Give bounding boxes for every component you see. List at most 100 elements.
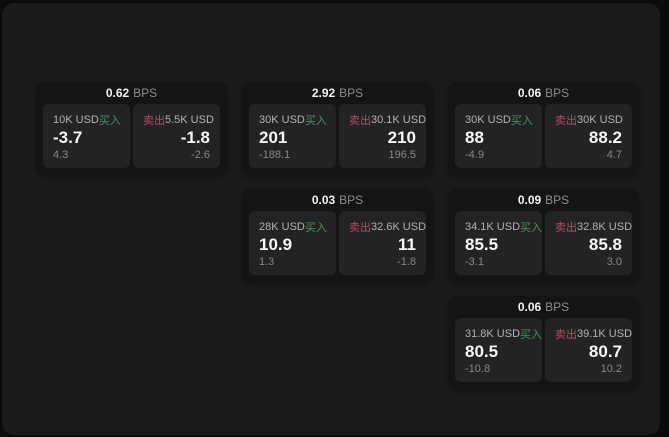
quotes-container: 0.62 BPS 10K USD 买入 -3.7 4.3 卖出 5.5K USD… (2, 3, 660, 435)
sell-panel[interactable]: 卖出 30K USD 88.2 4.7 (545, 104, 632, 168)
sell-side-label: 卖出 (349, 222, 371, 234)
sell-delta: 4.7 (606, 149, 622, 161)
card-header: 0.09 BPS (448, 189, 639, 211)
sell-delta: 3.0 (606, 256, 622, 268)
buy-price: 85.5 (465, 235, 499, 255)
quote-card: 2.92 BPS 30K USD 买入 201 -188.1 卖出 30.1K … (242, 82, 433, 175)
buy-amount: 10K USD (53, 114, 99, 126)
sell-panel-header: 卖出 30.1K USD (349, 112, 426, 128)
sell-panel-header: 卖出 32.6K USD (349, 219, 426, 235)
sell-delta: -2.6 (191, 149, 210, 161)
buy-amount: 28K USD (259, 221, 305, 233)
sell-amount: 32.6K USD (371, 221, 427, 233)
bps-value: 0.09 (517, 193, 542, 207)
sell-panel[interactable]: 卖出 32.6K USD 11 -1.8 (339, 211, 426, 275)
sell-side-label: 卖出 (349, 115, 371, 127)
sell-price: -1.8 (180, 128, 210, 148)
sell-price: 80.7 (588, 342, 622, 362)
quote-card: 0.03 BPS 28K USD 买入 10.9 1.3 卖出 32.6K US… (242, 189, 433, 282)
card-header: 0.62 BPS (36, 82, 227, 104)
buy-panel[interactable]: 31.8K USD 买入 80.5 -10.8 (455, 318, 542, 382)
sell-panel[interactable]: 卖出 30.1K USD 210 196.5 (339, 104, 426, 168)
buy-price: 10.9 (259, 235, 293, 255)
buy-delta: 1.3 (259, 256, 275, 268)
sell-price: 88.2 (588, 128, 622, 148)
buy-panel-header: 31.8K USD 买入 (465, 326, 542, 342)
sell-panel-header: 卖出 32.8K USD (555, 219, 632, 235)
bps-value: 0.06 (517, 300, 542, 314)
bps-unit-label: BPS (545, 86, 570, 100)
sell-amount: 30.1K USD (371, 114, 427, 126)
bps-value: 0.62 (105, 86, 130, 100)
buy-panel[interactable]: 30K USD 买入 88 -4.9 (455, 104, 542, 168)
buy-side-label: 买入 (520, 222, 543, 234)
buy-delta: -4.9 (465, 149, 484, 161)
buy-sell-panels: 10K USD 买入 -3.7 4.3 卖出 5.5K USD -1.8 -2.… (36, 104, 227, 175)
buy-panel-header: 28K USD 买入 (259, 219, 327, 235)
bps-unit-label: BPS (545, 300, 570, 314)
buy-amount: 30K USD (259, 114, 305, 126)
buy-side-label: 买入 (98, 115, 121, 127)
bps-value: 0.03 (311, 193, 336, 207)
buy-side-label: 买入 (304, 115, 327, 127)
buy-panel-header: 10K USD 买入 (53, 112, 121, 128)
buy-delta: -3.1 (465, 256, 484, 268)
bps-unit-label: BPS (133, 86, 158, 100)
buy-price: 201 (259, 128, 288, 148)
buy-panel[interactable]: 10K USD 买入 -3.7 4.3 (43, 104, 130, 168)
buy-delta: 4.3 (53, 149, 69, 161)
quote-card: 0.06 BPS 30K USD 买入 88 -4.9 卖出 30K USD 8… (448, 82, 639, 175)
quotes-grid: 0.62 BPS 10K USD 买入 -3.7 4.3 卖出 5.5K USD… (36, 82, 639, 389)
sell-panel-header: 卖出 5.5K USD (143, 112, 214, 128)
sell-delta: -1.8 (397, 256, 416, 268)
buy-panel-header: 30K USD 买入 (465, 112, 533, 128)
sell-price: 210 (387, 128, 416, 148)
buy-sell-panels: 30K USD 买入 201 -188.1 卖出 30.1K USD 210 1… (242, 104, 433, 175)
sell-delta: 196.5 (388, 149, 416, 161)
sell-side-label: 卖出 (555, 329, 577, 341)
sell-panel[interactable]: 卖出 39.1K USD 80.7 10.2 (545, 318, 632, 382)
buy-amount: 30K USD (465, 114, 511, 126)
buy-panel-header: 30K USD 买入 (259, 112, 327, 128)
buy-delta: -10.8 (465, 363, 491, 375)
bps-value: 2.92 (311, 86, 336, 100)
buy-sell-panels: 34.1K USD 买入 85.5 -3.1 卖出 32.8K USD 85.8… (448, 211, 639, 282)
buy-sell-panels: 28K USD 买入 10.9 1.3 卖出 32.6K USD 11 -1.8 (242, 211, 433, 282)
sell-panel[interactable]: 卖出 5.5K USD -1.8 -2.6 (133, 104, 220, 168)
quote-card: 0.06 BPS 31.8K USD 买入 80.5 -10.8 卖出 39.1… (448, 296, 639, 389)
sell-side-label: 卖出 (555, 222, 577, 234)
sell-price: 11 (398, 235, 416, 255)
bps-unit-label: BPS (339, 86, 364, 100)
sell-delta: 10.2 (600, 363, 622, 375)
buy-panel[interactable]: 28K USD 买入 10.9 1.3 (249, 211, 336, 275)
buy-side-label: 买入 (304, 222, 327, 234)
buy-panel-header: 34.1K USD 买入 (465, 219, 542, 235)
bps-unit-label: BPS (339, 193, 364, 207)
bps-value: 0.06 (517, 86, 542, 100)
card-header: 0.03 BPS (242, 189, 433, 211)
card-header: 0.06 BPS (448, 296, 639, 318)
quote-card: 0.09 BPS 34.1K USD 买入 85.5 -3.1 卖出 32.8K… (448, 189, 639, 282)
sell-panel-header: 卖出 30K USD (555, 112, 623, 128)
quote-card: 0.62 BPS 10K USD 买入 -3.7 4.3 卖出 5.5K USD… (36, 82, 227, 175)
buy-panel[interactable]: 34.1K USD 买入 85.5 -3.1 (455, 211, 542, 275)
sell-panel-header: 卖出 39.1K USD (555, 326, 632, 342)
sell-panel[interactable]: 卖出 32.8K USD 85.8 3.0 (545, 211, 632, 275)
buy-panel[interactable]: 30K USD 买入 201 -188.1 (249, 104, 336, 168)
buy-sell-panels: 30K USD 买入 88 -4.9 卖出 30K USD 88.2 4.7 (448, 104, 639, 175)
buy-sell-panels: 31.8K USD 买入 80.5 -10.8 卖出 39.1K USD 80.… (448, 318, 639, 389)
buy-side-label: 买入 (520, 329, 543, 341)
sell-amount: 5.5K USD (165, 114, 214, 126)
sell-amount: 30K USD (577, 114, 623, 126)
sell-amount: 32.8K USD (577, 221, 633, 233)
buy-delta: -188.1 (259, 149, 291, 161)
bps-unit-label: BPS (545, 193, 570, 207)
sell-side-label: 卖出 (555, 115, 577, 127)
card-header: 0.06 BPS (448, 82, 639, 104)
buy-price: 80.5 (465, 342, 499, 362)
buy-price: -3.7 (53, 128, 83, 148)
sell-price: 85.8 (588, 235, 622, 255)
card-header: 2.92 BPS (242, 82, 433, 104)
sell-side-label: 卖出 (143, 115, 165, 127)
buy-price: 88 (465, 128, 484, 148)
